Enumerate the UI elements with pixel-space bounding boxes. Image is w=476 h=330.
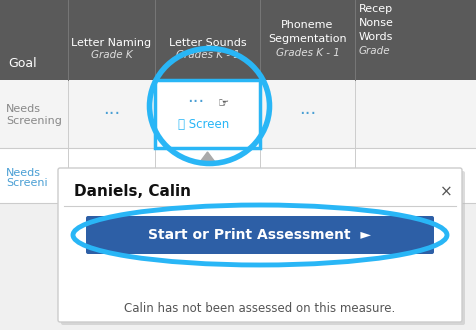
Text: ☞: ☞ <box>218 97 229 111</box>
Text: Screening: Screening <box>6 116 62 126</box>
Text: Grades K - 1: Grades K - 1 <box>176 50 239 60</box>
Text: Calin has not been assessed on this measure.: Calin has not been assessed on this meas… <box>124 302 396 314</box>
Text: Grade: Grade <box>359 46 391 56</box>
Text: Phoneme: Phoneme <box>281 20 334 30</box>
Text: Letter Naming: Letter Naming <box>71 38 151 48</box>
Text: Recep: Recep <box>359 4 393 14</box>
Text: ×: × <box>440 184 452 200</box>
Text: ···: ··· <box>187 93 204 111</box>
Text: Start or Print Assessment  ►: Start or Print Assessment ► <box>149 228 371 242</box>
Text: Grades K - 1: Grades K - 1 <box>276 48 339 58</box>
FancyBboxPatch shape <box>86 216 434 254</box>
Text: ···: ··· <box>103 105 120 123</box>
FancyBboxPatch shape <box>61 171 465 325</box>
Text: Daniels, Calin: Daniels, Calin <box>74 184 191 200</box>
Polygon shape <box>198 152 217 164</box>
Text: ···: ··· <box>299 105 316 123</box>
FancyBboxPatch shape <box>0 0 476 80</box>
FancyBboxPatch shape <box>0 148 476 203</box>
Text: Screeni: Screeni <box>6 179 48 188</box>
Text: Nonse: Nonse <box>359 18 394 28</box>
Text: Grade K: Grade K <box>91 50 132 60</box>
Text: Words: Words <box>359 32 393 42</box>
Text: Goal: Goal <box>8 57 37 70</box>
Text: Segmentation: Segmentation <box>268 34 347 44</box>
FancyBboxPatch shape <box>155 80 260 148</box>
FancyBboxPatch shape <box>0 80 476 148</box>
Text: ⓘ Screen: ⓘ Screen <box>178 117 229 130</box>
Text: Needs: Needs <box>6 168 41 178</box>
FancyBboxPatch shape <box>58 168 462 322</box>
Text: Letter Sounds: Letter Sounds <box>169 38 246 48</box>
Text: Needs: Needs <box>6 104 41 114</box>
